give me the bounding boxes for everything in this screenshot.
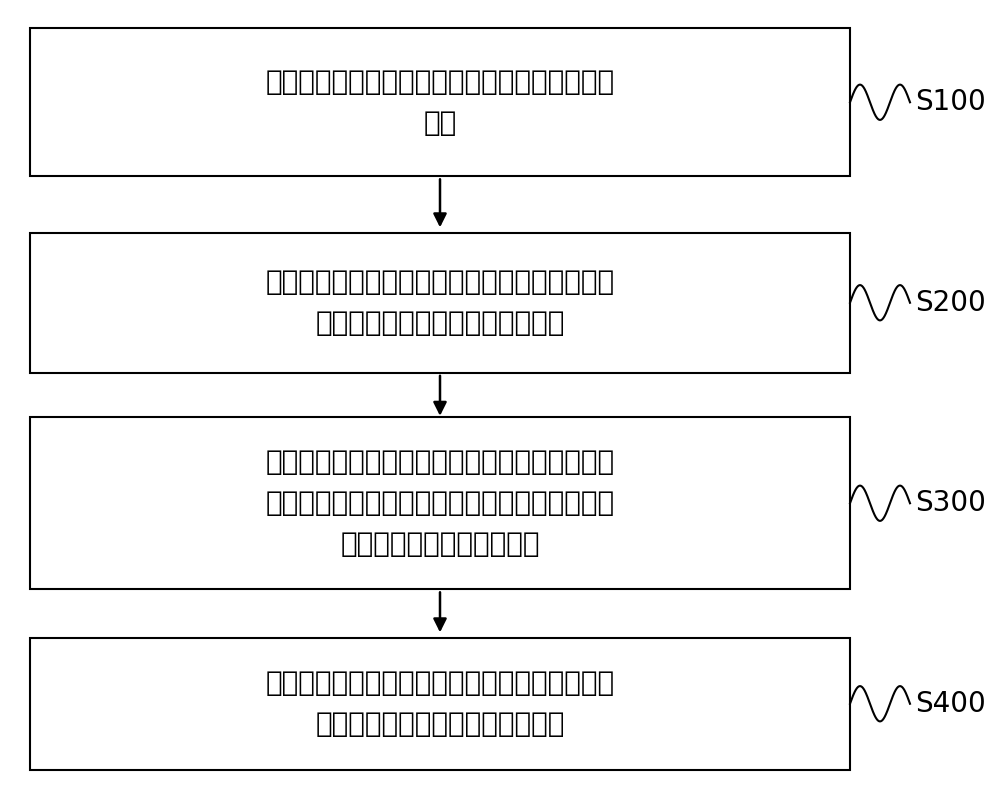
Text: S200: S200: [915, 289, 986, 317]
FancyBboxPatch shape: [30, 28, 850, 176]
Text: 根据所述标准功率，计算得到调整相电流和调整
相电压，所述调整相电流和所述调整相电压的乘
积等于或小于所述标准功率: 根据所述标准功率，计算得到调整相电流和调整 相电压，所述调整相电流和所述调整相电…: [265, 448, 615, 558]
FancyBboxPatch shape: [30, 233, 850, 373]
Text: S400: S400: [915, 690, 986, 718]
FancyBboxPatch shape: [30, 417, 850, 589]
FancyBboxPatch shape: [30, 638, 850, 770]
Text: S100: S100: [915, 88, 986, 116]
Text: 根据预设扭矩和标准功率映射表查询与所述目标
扭矩对应的控制功率器的标准功率: 根据预设扭矩和标准功率映射表查询与所述目标 扭矩对应的控制功率器的标准功率: [265, 268, 615, 338]
Text: S300: S300: [915, 489, 986, 517]
Text: 调整所述控制功率器开关频率，以按照所述调整
相电流和调整相电压控制所述电机: 调整所述控制功率器开关频率，以按照所述调整 相电流和调整相电压控制所述电机: [265, 669, 615, 739]
Text: 接收调整扭矩指令，所述调整扭矩指令包括目标
扭矩: 接收调整扭矩指令，所述调整扭矩指令包括目标 扭矩: [265, 67, 615, 137]
